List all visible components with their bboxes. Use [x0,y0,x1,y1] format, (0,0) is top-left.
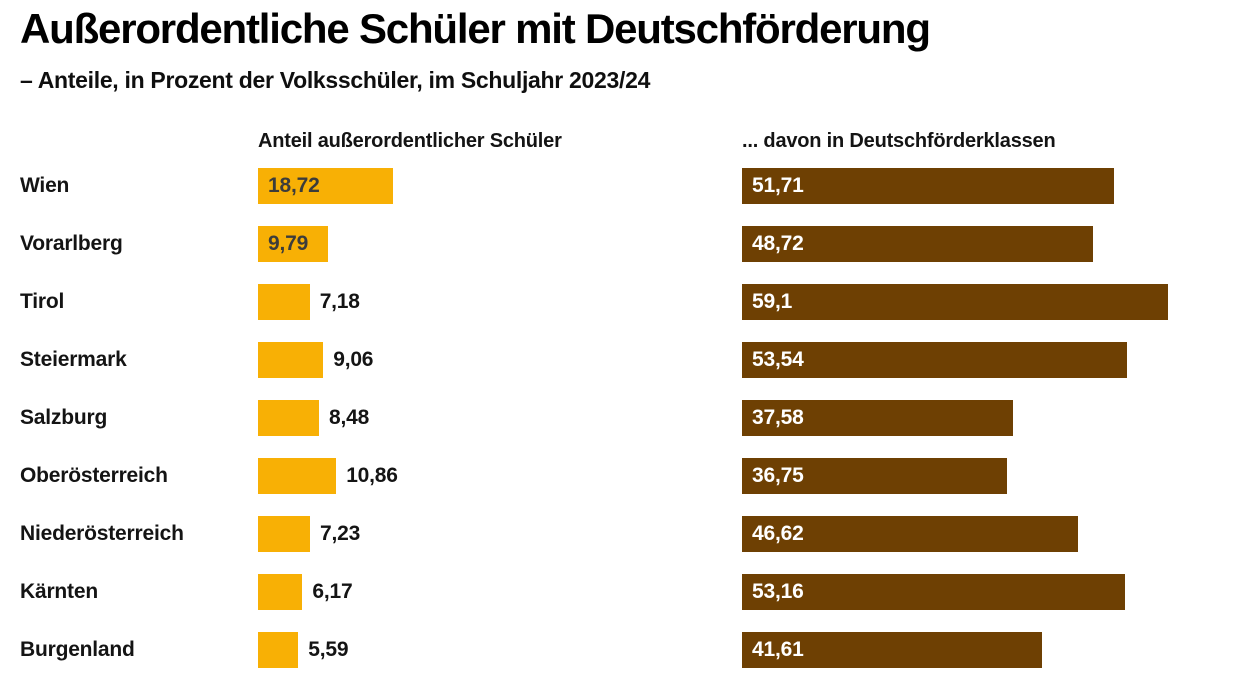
state-label: Salzburg [20,406,108,429]
davon-bar: 46,62 [742,516,1078,552]
column-header-anteil: Anteil außerordentlicher Schüler [258,130,562,152]
davon-value-label: 41,61 [752,638,804,661]
anteil-bar: 9,79 [258,226,329,262]
anteil-bar [258,632,299,668]
page-title: Außerordentliche Schüler mit Deutschförd… [20,5,931,52]
davon-value-label: 51,71 [752,174,804,197]
chart-row: Salzburg 8,48 37,58 [0,389,1239,447]
chart-row: Steiermark 9,06 53,54 [0,331,1239,389]
anteil-value-label: 8,48 [329,406,370,429]
davon-bar: 59,1 [742,284,1168,320]
davon-bar-zone: 59,1 [742,284,1168,320]
anteil-bar-zone: 9,79 [258,226,329,262]
state-label: Steiermark [20,348,127,371]
chart-row: Niederösterreich 7,23 46,62 [0,505,1239,563]
anteil-value-label: 9,79 [268,232,309,255]
davon-bar-zone: 46,62 [742,516,1078,552]
davon-value-label: 48,72 [752,232,804,255]
anteil-value-label: 7,23 [320,522,361,545]
anteil-bar [258,574,303,610]
davon-bar-zone: 53,16 [742,574,1125,610]
anteil-bar-zone: 6,17 [258,574,353,610]
page-subtitle: – Anteile, in Prozent der Volksschüler, … [20,67,651,93]
anteil-value-label: 18,72 [268,174,320,197]
davon-bar: 41,61 [742,632,1042,668]
anteil-bar-zone: 8,48 [258,400,369,436]
state-label: Niederösterreich [20,522,184,545]
anteil-bar [258,342,324,378]
anteil-bar [258,284,310,320]
chart-row: Kärnten 6,17 53,16 [0,563,1239,621]
davon-value-label: 59,1 [752,290,793,313]
anteil-bar [258,400,320,436]
chart-rows: Wien 18,72 51,71 Vorarlberg 9,79 48,72 Tirol 7,… [0,157,1239,679]
state-label: Wien [20,174,70,197]
state-label: Kärnten [20,580,98,603]
anteil-bar-zone: 9,06 [258,342,373,378]
davon-bar: 53,54 [742,342,1128,378]
anteil-bar-zone: 18,72 [258,168,393,204]
davon-bar-zone: 36,75 [742,458,1007,494]
davon-bar-zone: 53,54 [742,342,1128,378]
davon-value-label: 53,16 [752,580,804,603]
anteil-bar-zone: 7,23 [258,516,360,552]
davon-bar-zone: 51,71 [742,168,1115,204]
davon-value-label: 37,58 [752,406,804,429]
anteil-value-label: 5,59 [308,638,349,661]
anteil-value-label: 10,86 [346,464,398,487]
davon-value-label: 36,75 [752,464,804,487]
davon-bar: 37,58 [742,400,1013,436]
davon-bar-zone: 48,72 [742,226,1093,262]
davon-bar: 53,16 [742,574,1125,610]
anteil-bar [258,516,311,552]
column-header-davon: ... davon in Deutschförderklassen [742,130,1056,152]
davon-bar-zone: 41,61 [742,632,1042,668]
anteil-bar: 18,72 [258,168,393,204]
davon-bar: 36,75 [742,458,1007,494]
chart-row: Oberösterreich 10,86 36,75 [0,447,1239,505]
davon-value-label: 46,62 [752,522,804,545]
state-label: Oberösterreich [20,464,168,487]
anteil-value-label: 7,18 [319,290,360,313]
anteil-bar-zone: 5,59 [258,632,349,668]
davon-bar: 48,72 [742,226,1093,262]
anteil-bar-zone: 7,18 [258,284,360,320]
chart-row: Tirol 7,18 59,1 [0,273,1239,331]
anteil-bar-zone: 10,86 [258,458,398,494]
chart-row: Wien 18,72 51,71 [0,157,1239,215]
anteil-value-label: 9,06 [333,348,374,371]
anteil-bar [258,458,337,494]
davon-bar-zone: 37,58 [742,400,1013,436]
state-label: Tirol [20,290,65,313]
chart-row: Vorarlberg 9,79 48,72 [0,215,1239,273]
davon-bar: 51,71 [742,168,1115,204]
davon-value-label: 53,54 [752,348,804,371]
state-label: Vorarlberg [20,232,123,255]
chart-row: Burgenland 5,59 41,61 [0,621,1239,679]
anteil-value-label: 6,17 [312,580,353,603]
state-label: Burgenland [20,638,135,661]
